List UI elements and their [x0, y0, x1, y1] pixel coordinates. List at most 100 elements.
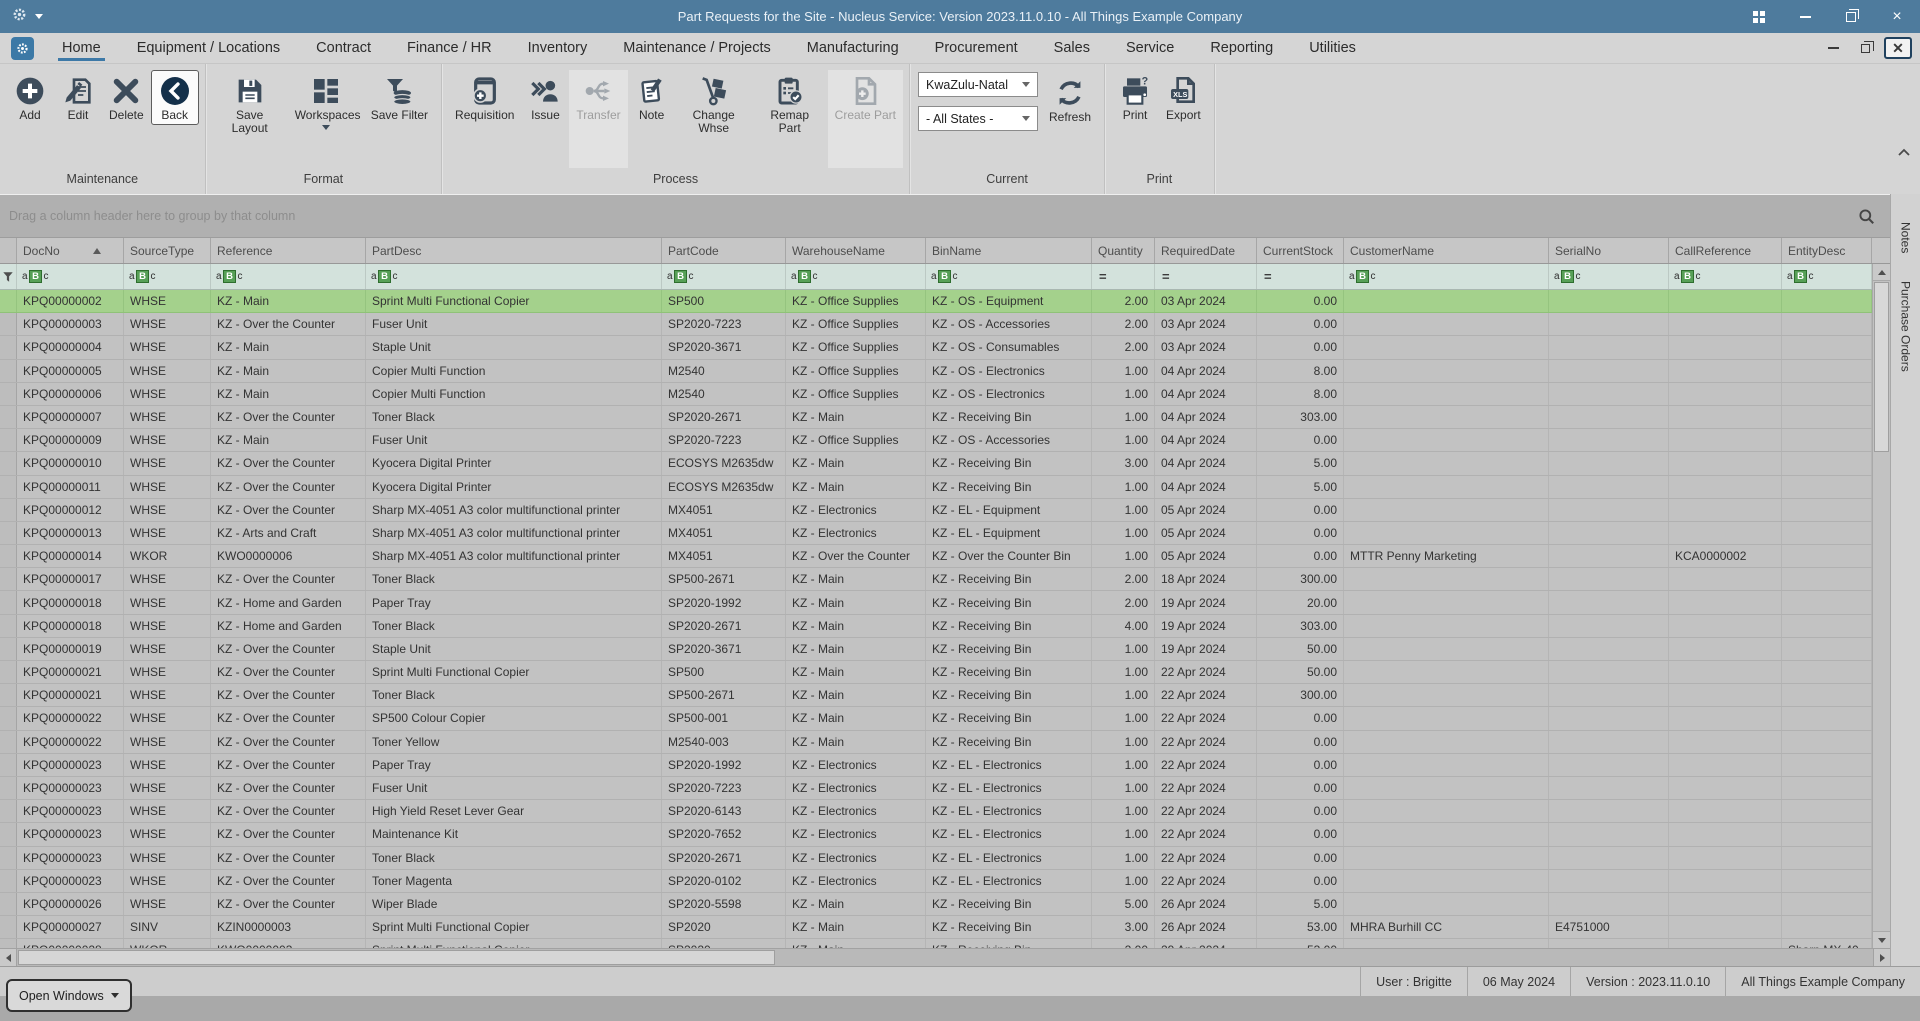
table-row[interactable]: KPQ00000027 SINV KZIN0000003 Sprint Multi F… [0, 916, 1890, 940]
change-whse-button[interactable]: Change Whse [676, 70, 752, 138]
column-header-callreference[interactable]: CallReference [1669, 238, 1782, 263]
vertical-scrollbar[interactable] [1872, 264, 1890, 948]
requisition-button[interactable]: Requisition [448, 70, 521, 125]
column-header-currentstock[interactable]: CurrentStock [1257, 238, 1344, 263]
filter-cell-currentstock[interactable]: = [1257, 264, 1344, 289]
table-row[interactable]: KPQ00000011 WHSE KZ - Over the Counter Kyoc… [0, 475, 1890, 499]
column-header-customername[interactable]: CustomerName [1344, 238, 1549, 263]
table-row[interactable]: KPQ00000007 WHSE KZ - Over the Counter Tone… [0, 405, 1890, 430]
table-row[interactable]: KPQ00000013 WHSE KZ - Arts and Craft Sharp … [0, 521, 1890, 546]
column-header-partcode[interactable]: PartCode [662, 238, 786, 263]
column-header-serialno[interactable]: SerialNo [1549, 238, 1669, 263]
table-row[interactable]: KPQ00000002 WHSE KZ - Main Sprint Multi Fun… [0, 290, 1890, 314]
tab-equipment-locations[interactable]: Equipment / Locations [136, 40, 281, 56]
column-header-reference[interactable]: Reference [211, 238, 366, 263]
scroll-left-button[interactable] [0, 949, 17, 966]
tab-sales[interactable]: Sales [1053, 40, 1090, 56]
group-by-panel[interactable]: Drag a column header here to group by th… [0, 194, 1890, 238]
settings-gear-icon[interactable] [12, 7, 27, 27]
delete-button[interactable]: Delete [102, 70, 151, 125]
restore-button[interactable] [1828, 0, 1874, 33]
horizontal-scroll-thumb[interactable] [18, 950, 775, 965]
table-row[interactable]: KPQ00000004 WHSE KZ - Main Staple Unit SP202… [0, 336, 1890, 360]
tab-home[interactable]: Home [44, 33, 119, 63]
table-row[interactable]: KPQ00000021 WHSE KZ - Over the Counter Tone… [0, 684, 1890, 708]
horizontal-scrollbar[interactable] [0, 948, 1890, 966]
workspaces-button[interactable]: Workspaces [288, 70, 364, 133]
tab-inventory[interactable]: Inventory [527, 40, 588, 56]
filter-funnel-icon[interactable] [0, 264, 17, 289]
table-row[interactable]: KPQ00000012 WHSE KZ - Over the Counter Shar… [0, 498, 1890, 522]
tab-procurement[interactable]: Procurement [934, 40, 1018, 56]
vertical-scroll-thumb[interactable] [1874, 282, 1889, 452]
filter-cell-requireddate[interactable]: = [1155, 264, 1257, 289]
region-select[interactable]: KwaZulu-Natal [918, 72, 1039, 97]
table-row[interactable]: KPQ00000009 WHSE KZ - Main Fuser Unit SP2020… [0, 429, 1890, 453]
table-row[interactable]: KPQ00000003 WHSE KZ - Over the Counter Fuse… [0, 313, 1890, 337]
tab-service[interactable]: Service [1125, 40, 1175, 56]
remap-part-button[interactable]: Remap Part [752, 70, 828, 138]
table-row[interactable]: KPQ00000019 WHSE KZ - Over the Counter Stap… [0, 637, 1890, 661]
column-header-quantity[interactable]: Quantity [1092, 238, 1155, 263]
tab-maintenance-projects[interactable]: Maintenance / Projects [623, 40, 771, 56]
tab-manufacturing[interactable]: Manufacturing [806, 40, 899, 56]
close-button[interactable]: × [1892, 7, 1902, 25]
table-row[interactable]: KPQ00000005 WHSE KZ - Main Copier Multi Fun… [0, 359, 1890, 383]
table-row[interactable]: KPQ00000023 WHSE KZ - Over the Counter High… [0, 800, 1890, 824]
edit-button[interactable]: Edit [54, 70, 102, 125]
ribbon-minimize-button[interactable] [1820, 38, 1846, 58]
open-windows-button[interactable]: Open Windows [6, 979, 132, 1012]
table-row[interactable]: KPQ00000006 WHSE KZ - Main Copier Multi Fun… [0, 382, 1890, 406]
note-button[interactable]: Note [628, 70, 676, 125]
ribbon-close-button[interactable]: ✕ [1884, 37, 1912, 59]
refresh-button[interactable]: Refresh [1042, 72, 1098, 127]
table-row[interactable]: KPQ00000028WKORKWO0000003Sprint Multi Fu… [0, 939, 1890, 948]
add-button[interactable]: Add [6, 70, 54, 125]
table-row[interactable]: KPQ00000010 WHSE KZ - Over the Counter Kyoc… [0, 452, 1890, 476]
table-row[interactable]: KPQ00000023 WHSE KZ - Over the Counter Pape… [0, 753, 1890, 777]
table-row[interactable]: KPQ00000022 WHSE KZ - Over the Counter SP50… [0, 707, 1890, 731]
tab-utilities[interactable]: Utilities [1309, 40, 1356, 56]
save-layout-button[interactable]: Save Layout [212, 70, 288, 138]
state-select[interactable]: - All States - [918, 106, 1039, 131]
table-row[interactable]: KPQ00000021 WHSE KZ - Over the Counter Spri… [0, 661, 1890, 685]
column-header-entitydesc[interactable]: EntityDesc [1782, 238, 1872, 263]
minimize-button[interactable] [1782, 0, 1828, 33]
filter-cell-quantity[interactable]: = [1092, 264, 1155, 289]
collapse-ribbon-button[interactable] [1897, 144, 1911, 162]
apps-grid-icon[interactable] [1736, 0, 1782, 33]
column-header-docno[interactable]: DocNo [17, 238, 124, 263]
column-header-requireddate[interactable]: RequiredDate [1155, 238, 1257, 263]
tab-contract[interactable]: Contract [316, 40, 371, 56]
save-filter-button[interactable]: Save Filter [364, 70, 435, 125]
table-row[interactable]: KPQ00000017 WHSE KZ - Over the Counter Tone… [0, 568, 1890, 592]
table-row[interactable]: KPQ00000023 WHSE KZ - Over the Counter Tone… [0, 846, 1890, 870]
search-icon[interactable] [1857, 207, 1876, 226]
print-button[interactable]: ? Print [1111, 70, 1159, 125]
tab-finance-hr[interactable]: Finance / HR [406, 40, 492, 56]
table-row[interactable]: KPQ00000018 WHSE KZ - Home and Garden Toner… [0, 614, 1890, 638]
table-row[interactable]: KPQ00000023 WHSE KZ - Over the Counter Tone… [0, 869, 1890, 893]
issue-button[interactable]: Issue [521, 70, 569, 125]
export-button[interactable]: XLS Export [1159, 70, 1208, 125]
quick-access-dropdown-icon[interactable] [35, 14, 43, 19]
ribbon-restore-button[interactable] [1852, 38, 1878, 58]
table-row[interactable]: KPQ00000022 WHSE KZ - Over the Counter Tone… [0, 730, 1890, 754]
scroll-up-button[interactable] [1873, 264, 1890, 281]
tab-reporting[interactable]: Reporting [1210, 40, 1274, 56]
table-row[interactable]: KPQ00000014 WKOR KWO0000006 Sharp MX-4051 A… [0, 545, 1890, 569]
column-header-binname[interactable]: BinName [926, 238, 1092, 263]
column-header-sourcetype[interactable]: SourceType [124, 238, 211, 263]
column-header-partdesc[interactable]: PartDesc [366, 238, 662, 263]
table-row[interactable]: KPQ00000023 WHSE KZ - Over the Counter Main… [0, 823, 1890, 847]
